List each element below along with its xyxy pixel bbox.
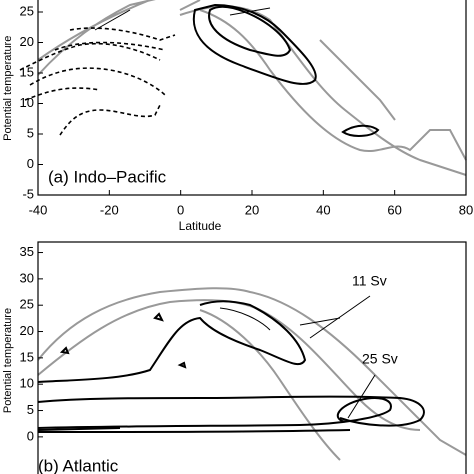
- x-tick-label: 0: [177, 202, 184, 217]
- x-tick-label: -40: [29, 202, 48, 217]
- y-tick-label: 25: [20, 297, 34, 312]
- y-tick-label: 30: [20, 270, 34, 285]
- contours-a: [19, 0, 467, 176]
- x-axis-label: Latitude: [179, 219, 222, 233]
- x-tick-label: 40: [316, 202, 330, 217]
- y-tick-label: 10: [20, 95, 34, 110]
- y-tick-label: 0: [27, 156, 34, 171]
- x-tick-label: 80: [459, 202, 473, 217]
- y-tick-label: 5: [27, 402, 34, 417]
- y-tick-label: 20: [20, 323, 34, 338]
- contours-b: [37, 287, 467, 461]
- panel-label: (b) Atlantic: [38, 456, 119, 474]
- plot-frame: [37, 241, 467, 474]
- y-tick-label: 5: [27, 125, 34, 140]
- x-tick-label: -20: [100, 202, 119, 217]
- y-tick-label: 10: [20, 376, 34, 391]
- y-tick-label: 15: [20, 349, 34, 364]
- y-axis-label: Potential temperature: [2, 36, 14, 141]
- annotation: 11 Sv: [352, 273, 387, 289]
- y-tick-label: 0: [27, 428, 34, 443]
- y-tick-label: 25: [20, 3, 34, 18]
- y-tick-label: -5: [22, 186, 34, 201]
- y-tick-label: 15: [20, 64, 34, 79]
- panel-label: (a) Indo–Pacific: [48, 167, 167, 186]
- y-tick-label: 35: [20, 244, 34, 259]
- plot-frame: [37, 0, 467, 196]
- x-tick-label: 20: [245, 202, 259, 217]
- annotation: 25 Sv: [362, 351, 398, 367]
- x-tick-label: 60: [387, 202, 401, 217]
- y-tick-label: 20: [20, 34, 34, 49]
- y-axis-label: Potential temperature: [2, 308, 14, 413]
